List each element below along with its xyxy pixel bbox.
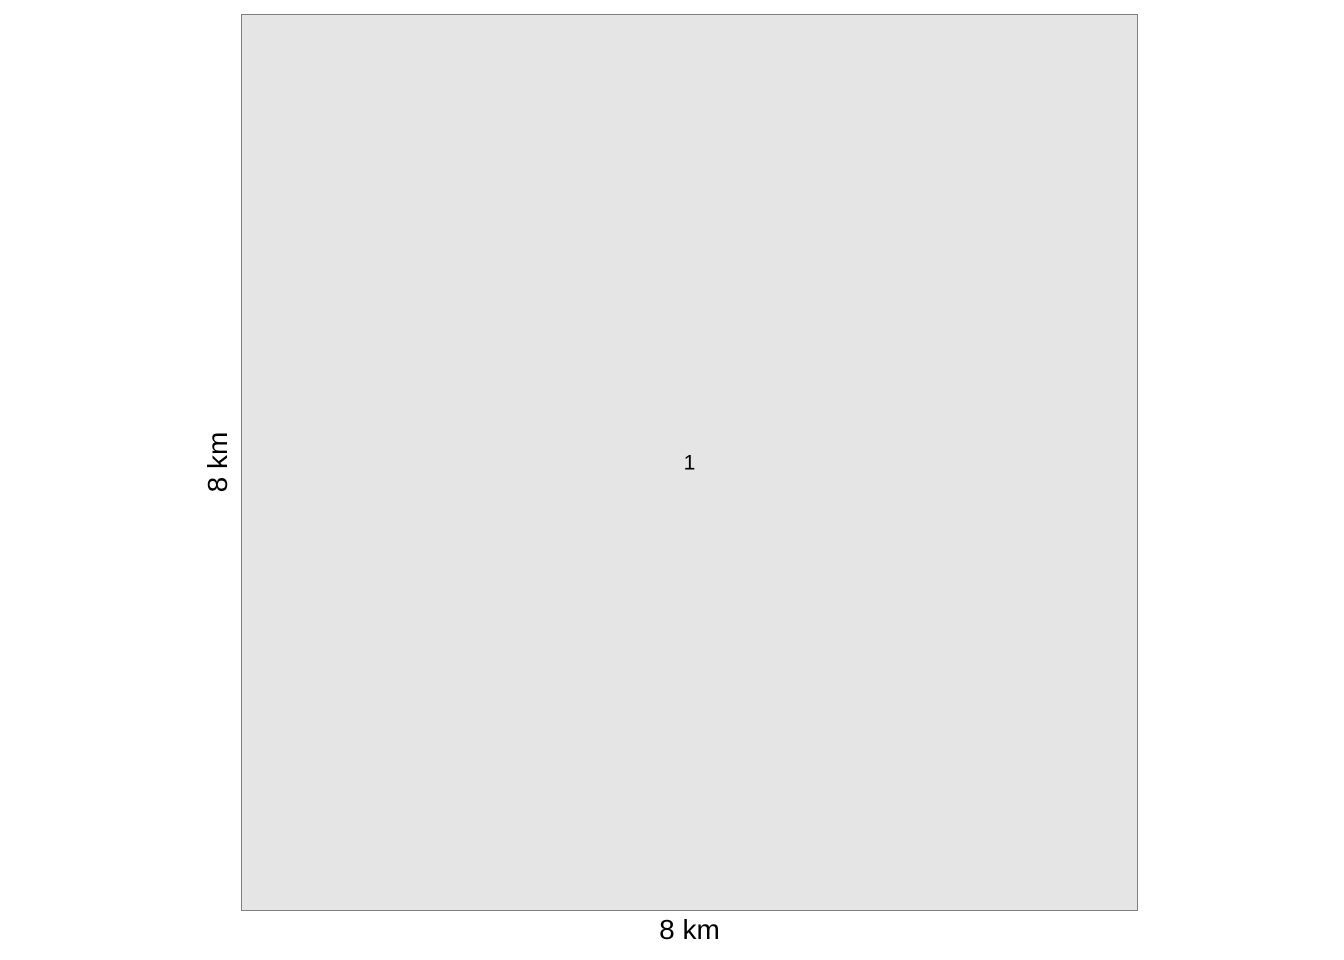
region-square: 1 <box>241 14 1138 911</box>
height-dimension-label: 8 km <box>202 431 233 493</box>
width-dimension-label: 8 km <box>659 914 720 945</box>
region-label: 1 <box>683 451 696 474</box>
